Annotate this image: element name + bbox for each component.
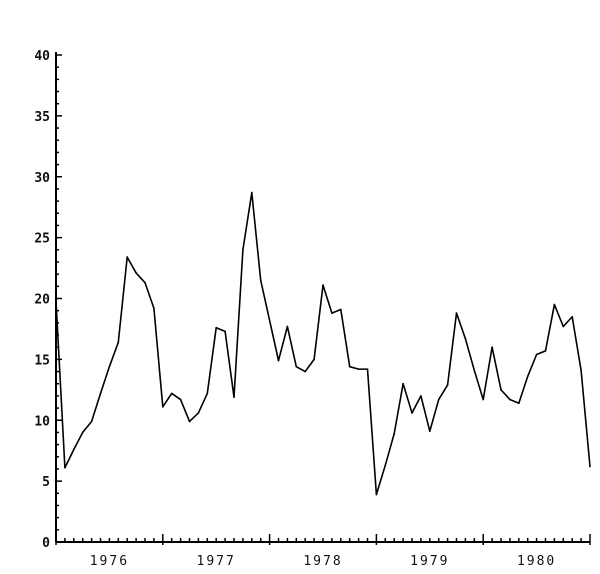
data-point [322, 284, 324, 286]
data-point [73, 448, 75, 451]
data-point [153, 307, 155, 310]
data-point [500, 389, 502, 391]
data-point [464, 337, 467, 340]
data-point [135, 272, 137, 274]
data-point [509, 398, 511, 401]
axes [55, 52, 590, 543]
data-point [402, 382, 404, 385]
data-point [518, 402, 520, 405]
data-point [491, 346, 493, 349]
x-tick-label: 1979 [410, 554, 449, 569]
data-point [589, 465, 591, 468]
data-point [90, 420, 93, 423]
data-point [420, 395, 422, 397]
data-point [526, 375, 529, 378]
data-point [455, 312, 458, 314]
data-point [206, 392, 209, 395]
y-tick-label: 40 [34, 49, 50, 64]
data-point [170, 392, 173, 395]
data-point [535, 353, 538, 356]
data-point [197, 412, 200, 414]
data-point [562, 325, 565, 328]
data-point [446, 384, 449, 386]
y-tick-label: 30 [34, 171, 50, 186]
data-point [242, 249, 244, 251]
y-tick-label: 20 [34, 293, 50, 308]
data-point [429, 430, 431, 433]
data-point [224, 330, 226, 333]
data-point [55, 300, 57, 302]
x-tick-label: 1978 [303, 554, 342, 569]
data-point [188, 420, 191, 423]
data-point [313, 358, 315, 361]
y-tick-label: 25 [34, 232, 50, 247]
data-point [64, 466, 66, 469]
data-point [357, 368, 360, 370]
data-point [482, 398, 485, 401]
data-point [348, 365, 351, 368]
data-point [544, 350, 547, 352]
data-point [331, 312, 333, 314]
data-point [384, 464, 387, 467]
y-tick-label: 0 [42, 536, 50, 551]
data-point [126, 256, 128, 258]
data-point [251, 191, 253, 194]
x-axis-ticks [55, 534, 591, 545]
y-tick-label: 5 [42, 475, 50, 490]
x-tick-label: 1976 [90, 554, 129, 569]
series-group [55, 191, 591, 496]
data-point [268, 319, 271, 322]
data-point [393, 432, 396, 435]
data-point [366, 368, 369, 370]
data-point [233, 396, 235, 398]
data-point [473, 369, 476, 372]
data-point [259, 279, 262, 282]
data-point [304, 370, 307, 373]
data-point [286, 325, 289, 328]
data-point [553, 303, 556, 306]
data-point [108, 365, 111, 368]
data-point [411, 412, 413, 414]
data-point [277, 359, 280, 362]
data-point [117, 341, 120, 344]
data-point [162, 406, 164, 408]
data-point [81, 431, 84, 434]
y-axis-labels: 0 5 10 15 20 25 30 35 40 [34, 49, 50, 551]
data-point [99, 392, 102, 395]
data-point [179, 398, 182, 401]
data-point [295, 365, 298, 368]
x-tick-label: 1977 [197, 554, 236, 569]
y-tick-label: 15 [34, 353, 50, 368]
y-axis-ticks [56, 54, 62, 543]
series-line [55, 191, 591, 496]
y-tick-label: 35 [34, 110, 50, 125]
data-point [580, 369, 582, 372]
data-point [144, 281, 146, 284]
y-tick-label: 10 [34, 414, 50, 429]
data-point [437, 398, 440, 401]
data-point [215, 326, 217, 329]
data-point [340, 308, 342, 311]
x-tick-label: 1980 [517, 554, 556, 569]
data-point [375, 493, 378, 496]
data-point [571, 315, 573, 318]
x-axis-labels: 1976 1977 1978 1979 1980 [90, 554, 556, 569]
